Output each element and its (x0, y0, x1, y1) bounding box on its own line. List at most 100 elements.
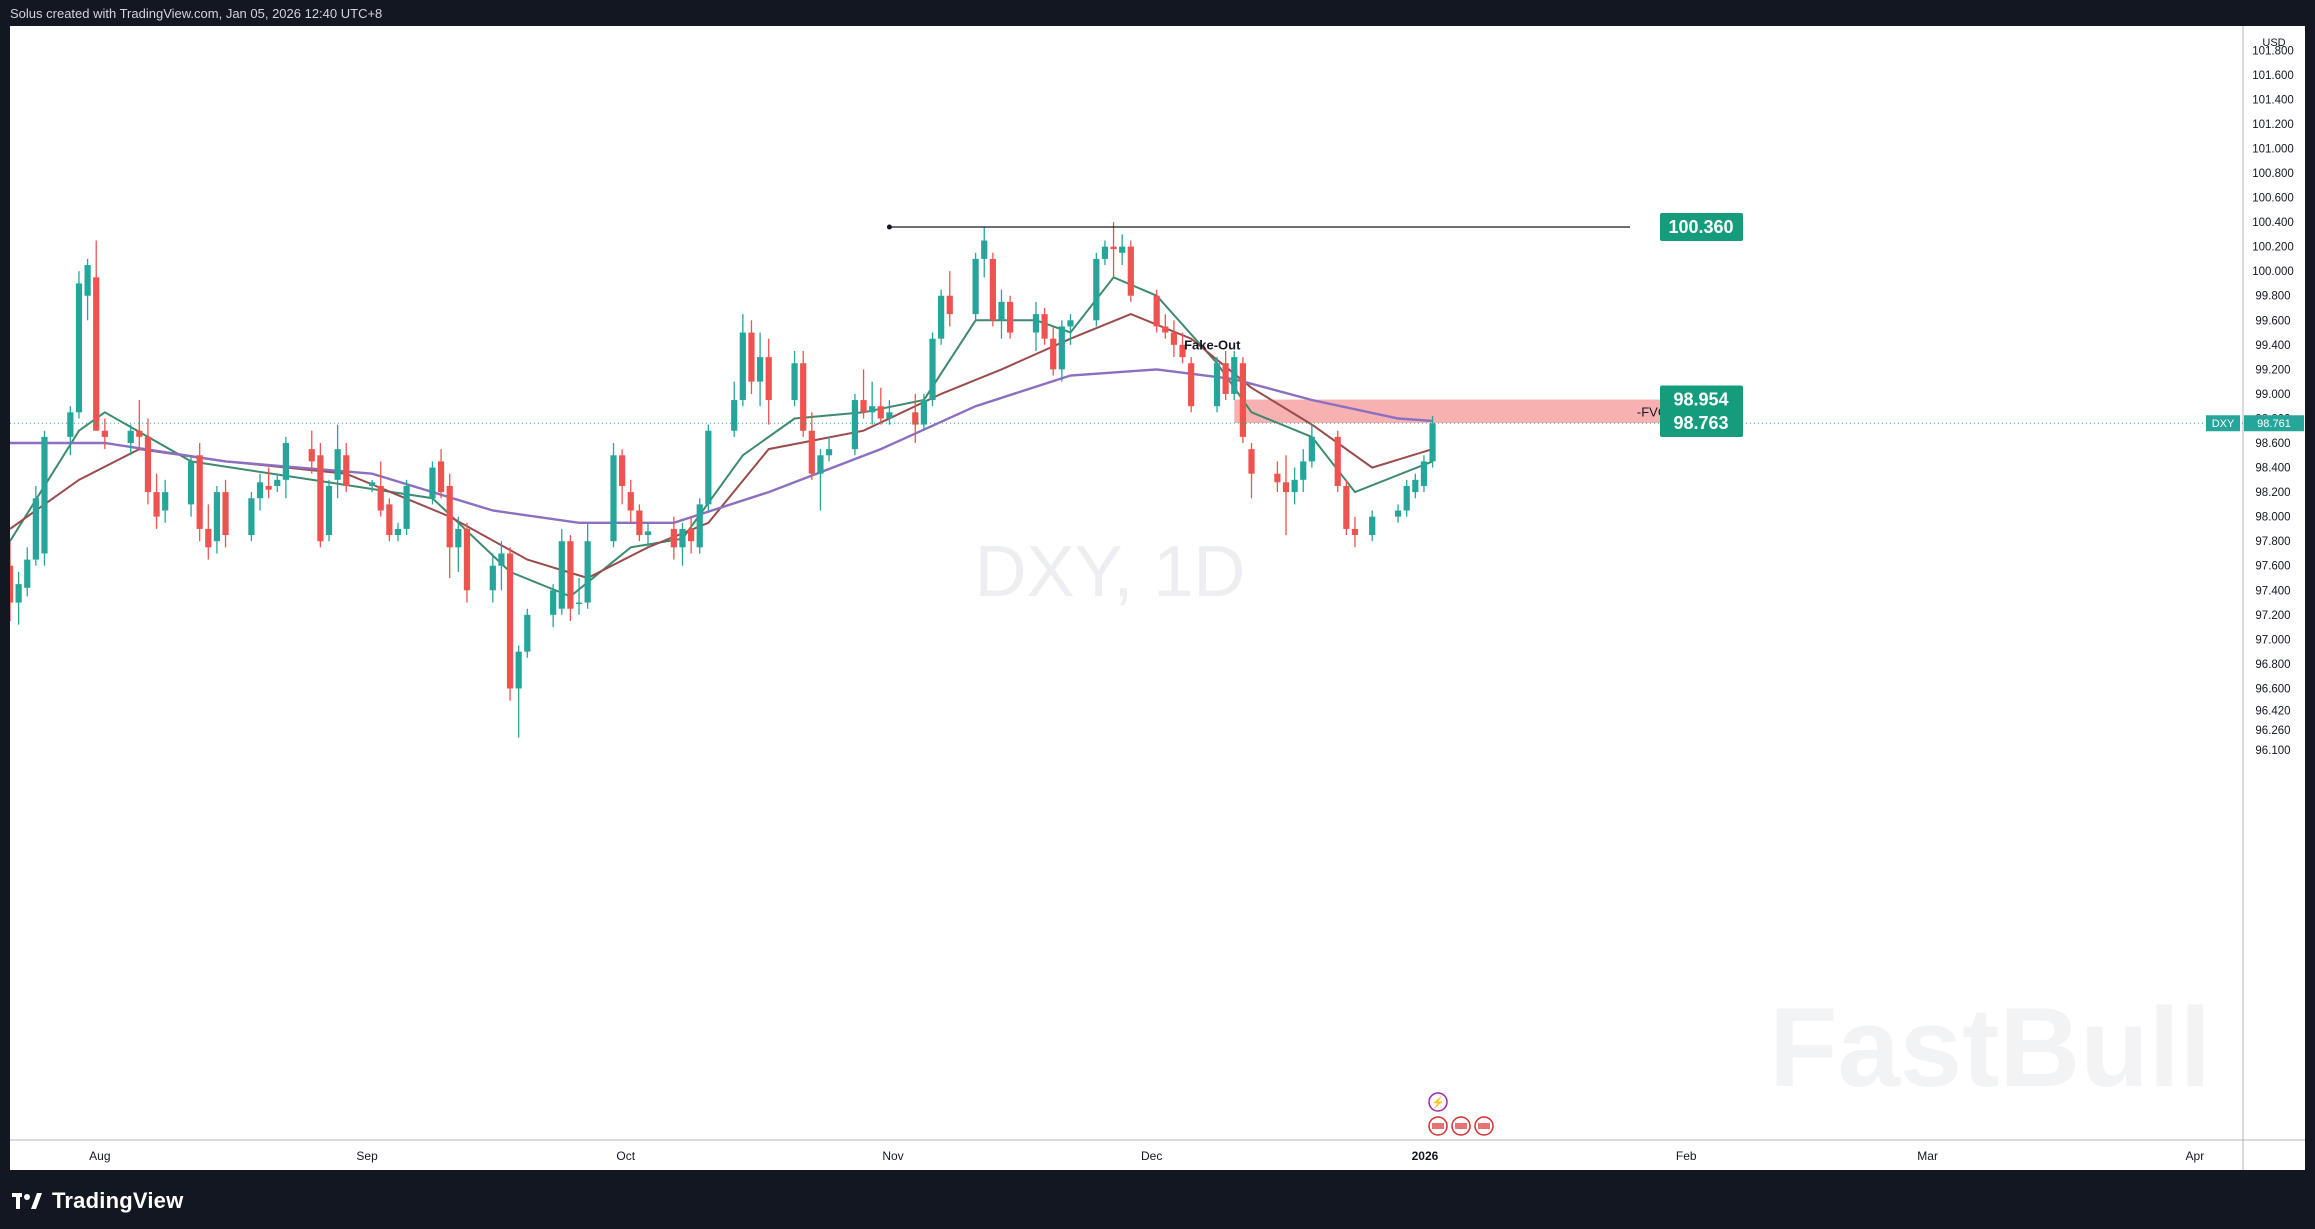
candle[interactable] (1369, 510, 1376, 542)
candle[interactable] (1351, 516, 1359, 548)
candle[interactable] (274, 473, 281, 493)
candle[interactable] (1291, 467, 1298, 505)
candle[interactable] (584, 522, 591, 609)
candle[interactable] (800, 350, 807, 437)
candle[interactable] (1222, 350, 1229, 401)
candle[interactable] (506, 547, 514, 701)
candle[interactable] (1282, 455, 1290, 536)
candle[interactable] (248, 492, 255, 542)
candle[interactable] (1007, 295, 1014, 339)
candle[interactable] (567, 535, 574, 621)
candle[interactable] (920, 393, 927, 431)
candle[interactable] (1050, 326, 1057, 376)
candle[interactable] (756, 332, 764, 407)
tradingview-logo[interactable]: TradingView (12, 1188, 183, 1214)
candle[interactable] (1179, 332, 1186, 364)
candle[interactable] (877, 387, 884, 425)
candle[interactable] (463, 522, 471, 603)
candle[interactable] (1394, 504, 1402, 523)
candle[interactable] (1231, 350, 1238, 401)
candle[interactable] (1119, 234, 1126, 266)
candle[interactable] (1067, 314, 1074, 345)
candle[interactable] (817, 449, 824, 511)
candle[interactable] (187, 455, 195, 517)
candle[interactable] (1170, 320, 1178, 358)
candle[interactable] (1041, 308, 1048, 345)
candle[interactable] (10, 541, 14, 621)
candle[interactable] (748, 320, 755, 394)
price-chart[interactable]: DXY, 1D FastBull -FVG 100.360 98.954 98.76… (10, 26, 2305, 1170)
candle[interactable] (101, 418, 108, 450)
candle[interactable] (869, 381, 876, 425)
candle[interactable] (144, 418, 152, 505)
candle[interactable] (1412, 473, 1419, 499)
candle[interactable] (162, 479, 169, 523)
candle[interactable] (498, 541, 505, 591)
candle[interactable] (1093, 252, 1100, 327)
candle[interactable] (196, 443, 203, 542)
candle[interactable] (989, 252, 996, 327)
candle[interactable] (1343, 479, 1350, 536)
candle[interactable] (575, 578, 583, 615)
candle[interactable] (15, 571, 22, 625)
candle[interactable] (1110, 222, 1117, 278)
candle[interactable] (1127, 240, 1134, 302)
economic-events-icons[interactable]: ⚡ (1428, 1092, 1494, 1136)
candle[interactable] (972, 252, 979, 321)
time-axis[interactable]: Aug Sep Oct Nov Dec 2026 Feb Mar Apr (89, 1149, 2204, 1163)
candle[interactable] (1403, 479, 1410, 517)
candle[interactable] (403, 479, 410, 536)
candle[interactable] (739, 314, 746, 407)
candle[interactable] (369, 479, 376, 493)
candle[interactable] (886, 400, 893, 425)
candle[interactable] (1032, 301, 1040, 351)
candle[interactable] (998, 289, 1005, 339)
level-price-tag[interactable] (1660, 213, 1743, 241)
candle[interactable] (515, 645, 522, 738)
candle[interactable] (1153, 289, 1160, 333)
candle[interactable] (75, 271, 83, 419)
candle[interactable] (558, 528, 565, 615)
candle[interactable] (705, 424, 712, 511)
candle[interactable] (32, 485, 39, 566)
candle[interactable] (610, 443, 617, 548)
candle[interactable] (205, 504, 212, 560)
candle[interactable] (282, 436, 289, 499)
candle[interactable] (1239, 357, 1246, 444)
candle[interactable] (386, 498, 393, 542)
candle[interactable] (1248, 443, 1255, 499)
candle[interactable] (343, 443, 350, 493)
candle[interactable] (946, 271, 953, 327)
candle[interactable] (1058, 320, 1065, 382)
candle[interactable] (1101, 240, 1109, 266)
candle[interactable] (1274, 461, 1281, 493)
candle[interactable] (1213, 357, 1221, 413)
lightning-icon[interactable] (1428, 1092, 1448, 1112)
candle[interactable] (679, 522, 686, 566)
level-price-tag[interactable] (1660, 409, 1743, 437)
candle[interactable] (136, 400, 143, 450)
candle[interactable] (981, 227, 988, 278)
candle[interactable] (688, 516, 695, 554)
candle[interactable] (1162, 314, 1169, 339)
candle[interactable] (1188, 357, 1195, 413)
fvg-zone[interactable] (1234, 399, 1674, 423)
candle[interactable] (455, 516, 462, 572)
candle[interactable] (213, 485, 221, 554)
candle[interactable] (860, 369, 867, 419)
level-price-tag[interactable] (1660, 385, 1743, 414)
candle[interactable] (696, 498, 703, 554)
candle[interactable] (153, 473, 160, 529)
candle[interactable] (127, 424, 134, 456)
candle[interactable] (791, 350, 798, 407)
candle[interactable] (1334, 430, 1341, 493)
candle[interactable] (851, 393, 859, 456)
candle[interactable] (1429, 416, 1436, 468)
candle[interactable] (929, 332, 936, 407)
candle[interactable] (67, 406, 74, 456)
candle[interactable] (627, 479, 634, 523)
candle[interactable] (825, 436, 833, 462)
candle[interactable] (670, 516, 677, 560)
candle[interactable] (308, 430, 315, 474)
candle[interactable] (84, 258, 91, 321)
